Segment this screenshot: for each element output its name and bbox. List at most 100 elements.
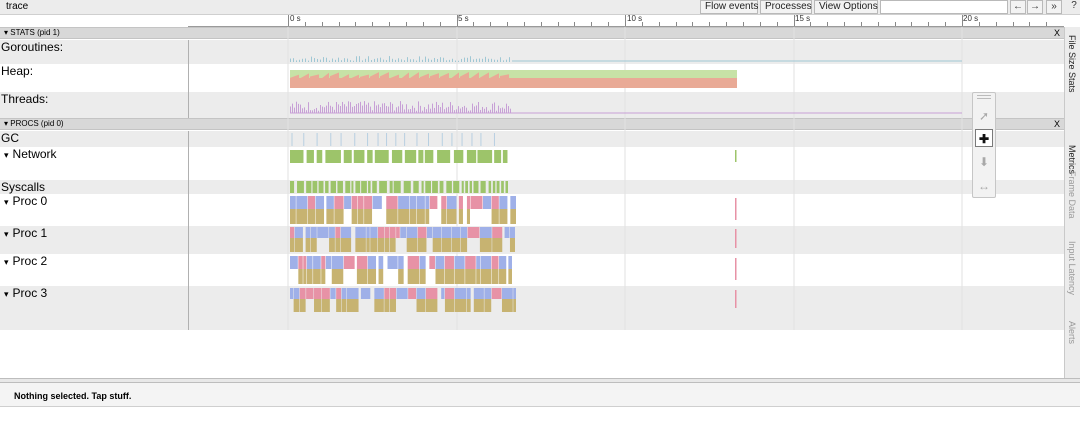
proc-3-row[interactable]: ▾ Proc 3 (0, 286, 1064, 330)
ruler-tick (355, 22, 357, 26)
procs-section-header[interactable]: ▾ PROCS (pid 0) X (0, 118, 1064, 130)
search-input[interactable] (880, 0, 1008, 14)
stats-section-header[interactable]: ▾ STATS (pid 1) X (0, 27, 1064, 39)
label-divider (188, 92, 189, 118)
ruler-tick (810, 22, 812, 26)
ruler-tick (304, 22, 306, 26)
app-title: trace (6, 1, 29, 12)
ruler-tick (608, 22, 610, 26)
ruler-tick (675, 22, 677, 26)
ruler-tick (557, 22, 559, 26)
ruler-tick (1012, 22, 1014, 26)
network-label: ▾ Network (0, 147, 188, 180)
proc-2-label-text: Proc 2 (12, 254, 48, 268)
ruler-tick (338, 22, 340, 26)
ruler-tick (456, 15, 458, 26)
network-row[interactable]: ▾ Network (0, 147, 1064, 180)
ruler-tick (574, 22, 576, 26)
proc-0-label: ▾ Proc 0 (0, 194, 188, 226)
syscalls-row[interactable]: Syscalls (0, 180, 1064, 194)
ruler-tick (625, 15, 626, 26)
syscalls-label: Syscalls (1, 180, 46, 194)
ruler-label-10: 10 s (627, 14, 643, 23)
proc-1-row[interactable]: ▾ Proc 1 (0, 226, 1064, 254)
ruler-tick (978, 22, 980, 26)
palette-grip[interactable] (977, 95, 991, 99)
expand-arrow-icon[interactable]: ▾ (4, 257, 9, 267)
procs-close-button[interactable]: X (1053, 119, 1060, 129)
pan-icon[interactable]: ✚ (975, 129, 993, 147)
ruler-tick (507, 22, 509, 26)
expand-arrow-icon[interactable]: ▾ (4, 289, 9, 299)
gc-row[interactable]: GC (0, 131, 1064, 147)
label-divider (188, 254, 189, 286)
heap-row[interactable]: Heap: (0, 64, 1064, 92)
ruler-tick (759, 22, 761, 26)
ruler-tick (945, 22, 947, 26)
label-divider (188, 64, 189, 92)
ruler-tick (321, 22, 323, 26)
proc-0-row[interactable]: ▾ Proc 0 (0, 194, 1064, 226)
side-tab-input-latency[interactable]: Input Latency (1067, 241, 1077, 296)
ruler-tick (372, 22, 374, 26)
ruler-tick (405, 22, 407, 26)
view-options-button[interactable]: View Options (814, 0, 878, 14)
ruler-tick (389, 22, 391, 26)
ruler-label-20: 20 s (963, 14, 979, 23)
time-ruler[interactable]: 0 s 5 s 10 s 15 s 20 s (188, 14, 1064, 27)
ruler-tick (911, 22, 913, 26)
proc-2-label: ▾ Proc 2 (0, 254, 188, 286)
select-icon[interactable]: ➚ (978, 109, 990, 123)
proc-3-label: ▾ Proc 3 (0, 286, 188, 330)
ruler-tick (422, 22, 424, 26)
processes-button[interactable]: Processes (760, 0, 812, 14)
ruler-tick (844, 22, 846, 26)
expand-arrow-icon[interactable]: ▾ (4, 229, 9, 239)
status-text: Nothing selected. Tap stuff. (14, 391, 132, 401)
side-tab-alerts[interactable]: Alerts (1067, 321, 1077, 345)
help-button[interactable]: ? (1071, 0, 1077, 11)
flow-events-button[interactable]: Flow events (700, 0, 758, 14)
stats-close-button[interactable]: X (1053, 28, 1060, 38)
ruler-tick (591, 22, 593, 26)
ruler-tick (894, 22, 896, 26)
ruler-tick (1029, 22, 1031, 26)
panel-splitter[interactable] (0, 378, 1080, 383)
ruler-tick (692, 22, 694, 26)
heap-label: Heap: (1, 64, 34, 78)
zoom-icon[interactable]: ⬇ (978, 155, 990, 169)
threads-row[interactable]: Threads: (0, 92, 1064, 118)
top-toolbar: trace Flow events Processes View Options… (0, 0, 1080, 15)
side-tab-frame-data[interactable]: Frame Data (1067, 171, 1077, 219)
ruler-tick (523, 22, 525, 26)
proc-2-row[interactable]: ▾ Proc 2 (0, 254, 1064, 286)
ruler-tick (1046, 22, 1048, 26)
ruler-tick (709, 22, 711, 26)
side-tab-file-size-stats[interactable]: File Size Stats (1067, 35, 1077, 93)
timing-icon[interactable]: ↔ (978, 179, 990, 193)
ruler-tick (473, 22, 475, 26)
ruler-tick (490, 22, 492, 26)
ruler-tick (860, 22, 862, 26)
proc-1-label: ▾ Proc 1 (0, 226, 188, 254)
label-divider (188, 180, 189, 194)
label-divider (188, 40, 189, 64)
nav-back-button[interactable]: ← (1010, 0, 1026, 14)
expand-arrow-icon[interactable]: ▾ (4, 150, 9, 160)
ruler-tick (827, 22, 829, 26)
collapse-arrow-icon[interactable]: ▾ (4, 119, 9, 128)
stats-section-title: STATS (pid 1) (10, 28, 60, 37)
side-tab-metrics[interactable]: Metrics (1067, 145, 1077, 174)
ruler-tick (962, 15, 963, 26)
goroutines-label: Goroutines: (1, 40, 64, 54)
expand-arrow-icon[interactable]: ▾ (4, 197, 9, 207)
nav-more-button[interactable]: » (1046, 0, 1062, 14)
ruler-tick (877, 22, 879, 26)
proc-0-label-text: Proc 0 (12, 194, 48, 208)
nav-forward-button[interactable]: → (1027, 0, 1043, 14)
goroutines-row[interactable]: Goroutines: (0, 40, 1064, 64)
procs-section-title: PROCS (pid 0) (10, 119, 64, 128)
ruler-tick (793, 15, 795, 26)
ruler-tick (995, 22, 997, 26)
collapse-arrow-icon[interactable]: ▾ (4, 28, 9, 37)
